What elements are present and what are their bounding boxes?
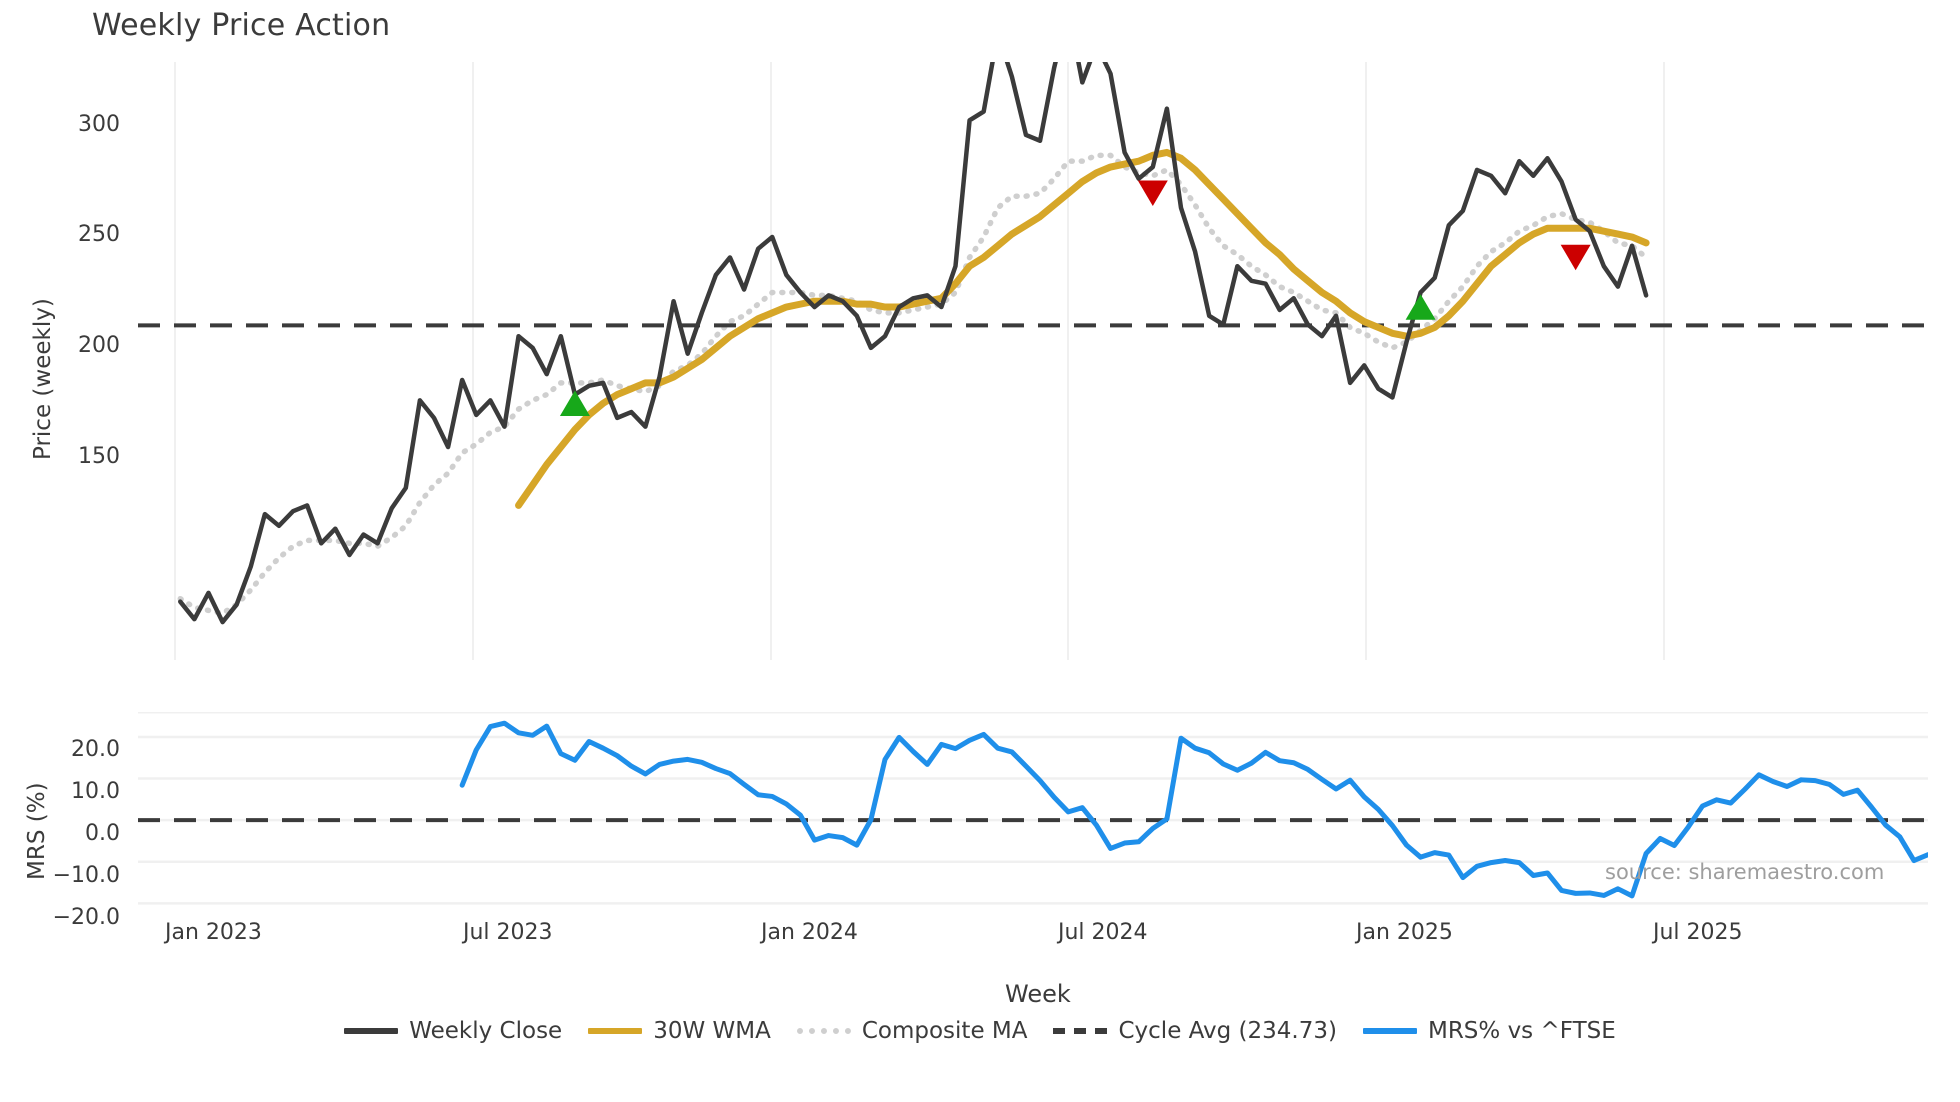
legend-label-mrs: MRS% vs ^FTSE — [1427, 1018, 1616, 1044]
source-watermark: source: sharemaestro.com — [1605, 860, 1885, 884]
mrs-ytick-neg20: −20.0 — [52, 905, 120, 930]
mrs-ytick-20: 20.0 — [71, 737, 120, 762]
legend-item-cycle-avg[interactable]: Cycle Avg (234.73) — [1053, 1018, 1337, 1044]
price-plot — [138, 62, 1928, 660]
price-ytick-200: 200 — [78, 333, 120, 358]
legend-label-weekly-close: Weekly Close — [409, 1018, 563, 1044]
legend-swatch-weekly-close — [344, 1028, 399, 1034]
legend-item-30w-wma[interactable]: 30W WMA — [588, 1018, 771, 1044]
x-axis-title: Week — [1005, 980, 1071, 1008]
mrs-ytick-0: 0.0 — [85, 821, 120, 846]
price-ytick-250: 250 — [78, 222, 120, 247]
xtick-jul-2023: Jul 2023 — [463, 920, 553, 945]
legend-item-mrs[interactable]: MRS% vs ^FTSE — [1362, 1018, 1616, 1044]
price-panel — [138, 62, 1928, 660]
legend-swatch-mrs — [1362, 1028, 1417, 1034]
legend-item-composite-ma[interactable]: Composite MA — [796, 1018, 1028, 1044]
legend-swatch-composite-ma — [796, 1028, 851, 1034]
mrs-plot — [138, 712, 1928, 905]
legend-label-30w-wma: 30W WMA — [653, 1018, 771, 1044]
price-ytick-300: 300 — [78, 112, 120, 137]
xtick-jan-2025: Jan 2025 — [1356, 920, 1453, 945]
price-y-axis-title: Price (weekly) — [30, 298, 56, 460]
legend-swatch-30w-wma — [588, 1028, 643, 1034]
legend-label-composite-ma: Composite MA — [861, 1018, 1028, 1044]
legend-swatch-cycle-avg — [1053, 1028, 1108, 1034]
chart-title: Weekly Price Action — [92, 8, 391, 43]
legend-item-weekly-close[interactable]: Weekly Close — [344, 1018, 562, 1044]
mrs-panel — [138, 712, 1928, 920]
legend-label-cycle-avg: Cycle Avg (234.73) — [1118, 1018, 1337, 1044]
xtick-jul-2025: Jul 2025 — [1653, 920, 1743, 945]
mrs-ytick-neg10: −10.0 — [52, 863, 120, 888]
chart-legend: Weekly Close 30W WMA Composite MA Cycle … — [0, 1018, 1960, 1044]
xtick-jan-2024: Jan 2024 — [761, 920, 858, 945]
price-ytick-150: 150 — [78, 444, 120, 469]
xtick-jul-2024: Jul 2024 — [1058, 920, 1148, 945]
mrs-ytick-10: 10.0 — [71, 779, 120, 804]
xtick-jan-2023: Jan 2023 — [165, 920, 262, 945]
